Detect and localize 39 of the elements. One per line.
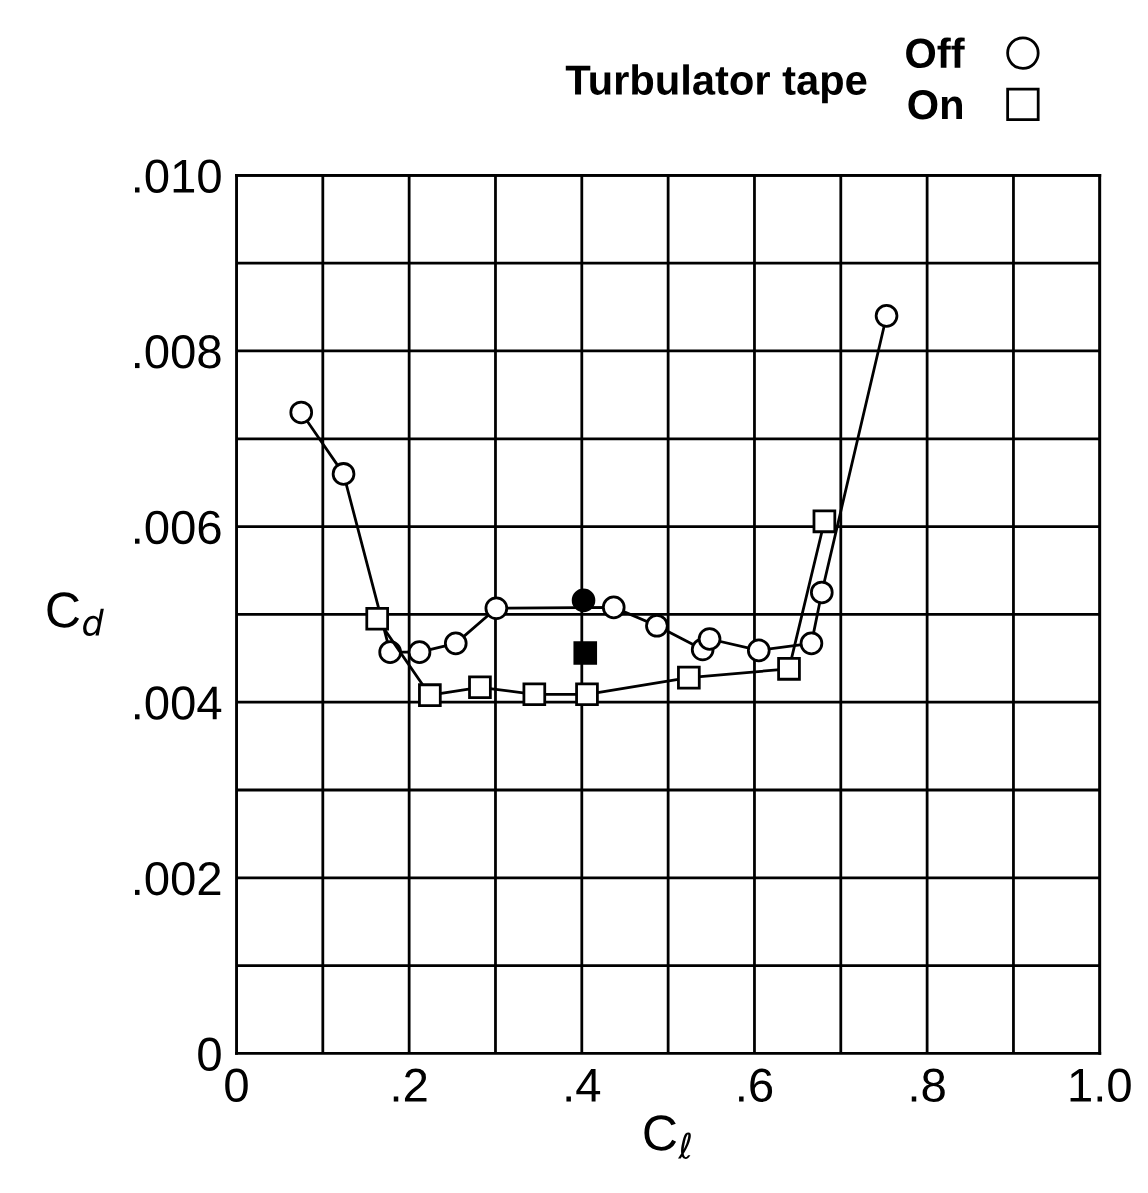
- point: [407, 640, 432, 664]
- point: [601, 595, 626, 620]
- point: [645, 614, 669, 638]
- point: [289, 400, 314, 425]
- point: [810, 580, 834, 605]
- point: [365, 606, 390, 631]
- x-tick-label: .8: [911, 1068, 945, 1102]
- point: [331, 462, 356, 486]
- legend-label: On: [908, 89, 962, 120]
- point: [777, 657, 801, 681]
- y-tick-label: 0: [198, 1037, 221, 1071]
- y-axis-title: C$_{d}$: [47, 592, 104, 636]
- point: [746, 638, 771, 663]
- point: [677, 665, 701, 690]
- point: [443, 631, 468, 656]
- point: [484, 596, 509, 621]
- y-tick-label: .002: [135, 861, 221, 896]
- point: [697, 627, 722, 651]
- legend-label: Off: [906, 37, 965, 69]
- y-tick-label: .010: [135, 159, 221, 193]
- point: [522, 682, 547, 707]
- point: [468, 675, 492, 700]
- x-tick-label: .4: [566, 1069, 601, 1102]
- x-axis-title: C$_{ℓ}$: [644, 1115, 691, 1159]
- x-tick-label: .6: [739, 1068, 773, 1102]
- x-tick-label: .2: [393, 1068, 427, 1102]
- point: [874, 304, 899, 328]
- point: [799, 631, 824, 656]
- point: [812, 509, 837, 534]
- point: [418, 683, 442, 707]
- point: [573, 641, 598, 665]
- point: [571, 588, 596, 613]
- y-tick-label: .006: [135, 510, 221, 545]
- x-tick-label: 0: [225, 1068, 248, 1102]
- y-tick-label: .008: [135, 335, 221, 369]
- y-tick-label: .004: [135, 686, 222, 720]
- point: [575, 682, 599, 707]
- x-tick-label: 1.0: [1070, 1068, 1131, 1102]
- legend-title: Turbulator tape: [565, 64, 867, 104]
